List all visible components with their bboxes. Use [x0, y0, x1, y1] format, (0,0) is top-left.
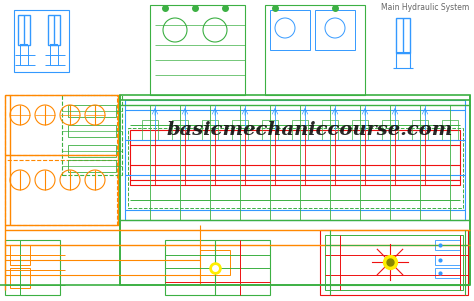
Bar: [68, 145, 116, 157]
Text: basicmechaniccourse.com: basicmechaniccourse.com: [167, 121, 453, 139]
Bar: [68, 125, 116, 137]
Bar: [150, 5, 245, 95]
Bar: [130, 130, 460, 185]
Bar: [352, 120, 368, 140]
Bar: [435, 268, 460, 278]
Bar: [18, 15, 30, 45]
Bar: [172, 120, 188, 140]
Bar: [442, 120, 458, 140]
Bar: [68, 160, 116, 172]
Bar: [265, 5, 365, 95]
Bar: [128, 128, 463, 208]
Bar: [412, 120, 428, 140]
Bar: [142, 120, 158, 140]
Bar: [270, 10, 310, 50]
Bar: [62, 95, 122, 175]
Bar: [320, 230, 468, 295]
Bar: [48, 15, 60, 45]
Bar: [262, 120, 278, 140]
Bar: [382, 120, 398, 140]
Text: Main Hydraulic System: Main Hydraulic System: [381, 3, 469, 12]
Bar: [10, 245, 30, 265]
Bar: [202, 120, 218, 140]
Bar: [5, 240, 60, 295]
Bar: [5, 160, 117, 225]
Bar: [125, 100, 465, 220]
Bar: [68, 105, 116, 117]
Bar: [435, 240, 460, 250]
Bar: [396, 18, 410, 53]
Bar: [292, 120, 308, 140]
Bar: [435, 255, 460, 265]
Bar: [325, 235, 463, 290]
Bar: [165, 240, 270, 295]
Bar: [120, 95, 470, 285]
Bar: [315, 10, 355, 50]
Bar: [232, 120, 248, 140]
Bar: [14, 10, 69, 72]
Bar: [322, 120, 338, 140]
Bar: [200, 250, 230, 275]
Bar: [5, 95, 117, 155]
Bar: [10, 268, 30, 288]
